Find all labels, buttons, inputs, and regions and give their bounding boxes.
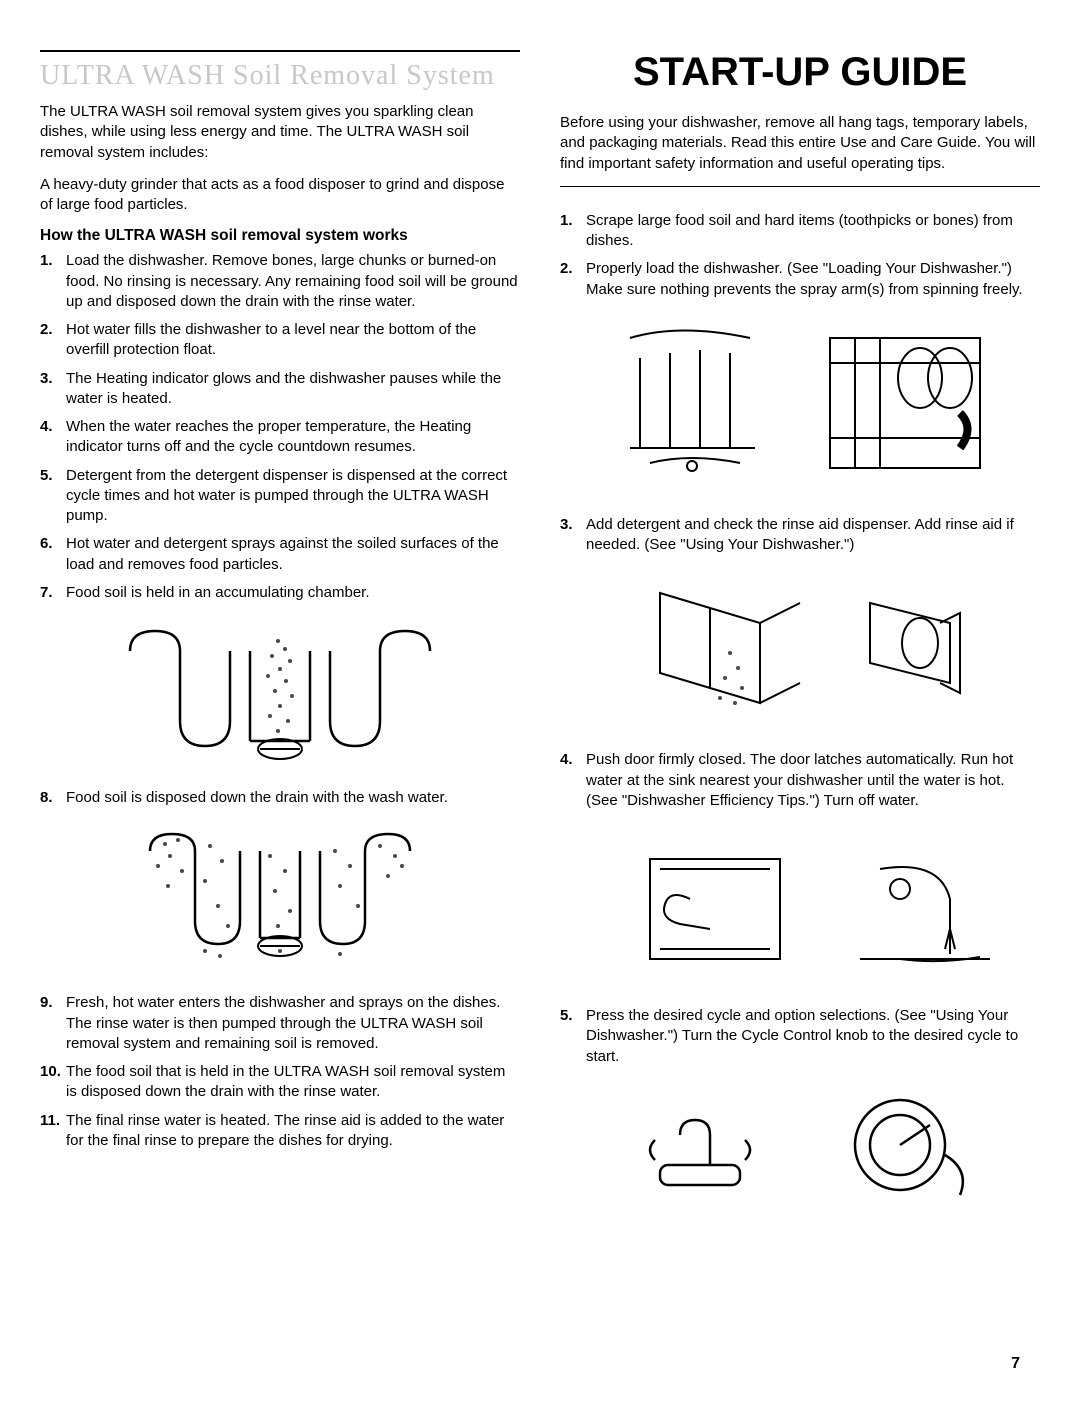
ultra-wash-title: ULTRA WASH Soil Removal System [40, 60, 520, 92]
step-10: The food soil that is held in the ULTRA … [40, 1062, 520, 1103]
startup-step-3: Add detergent and check the rinse aid di… [560, 515, 1040, 556]
step-9: Fresh, hot water enters the dishwasher a… [40, 993, 520, 1054]
ultra-wash-steps-9-11: Fresh, hot water enters the dishwasher a… [40, 993, 520, 1151]
startup-steps: Scrape large food soil and hard items (t… [560, 211, 1040, 300]
intro-paragraph-1: The ULTRA WASH soil removal system gives… [40, 102, 520, 163]
step-11: The final rinse water is heated. The rin… [40, 1111, 520, 1152]
divider-line [560, 186, 1040, 187]
startup-step-4: Push door firmly closed. The door latche… [560, 750, 1040, 811]
loading-diagram [560, 318, 1040, 493]
step-5: Detergent from the detergent dispenser i… [40, 466, 520, 527]
intro-paragraph-2: A heavy-duty grinder that acts as a food… [40, 175, 520, 216]
right-column: START-UP GUIDE Before using your dishwas… [560, 50, 1040, 1242]
soil-accumulate-diagram [40, 621, 520, 766]
startup-step-5: Press the desired cycle and option selec… [560, 1006, 1040, 1067]
ultra-wash-steps-1-7: Load the dishwasher. Remove bones, large… [40, 251, 520, 603]
startup-step-3-list: Add detergent and check the rinse aid di… [560, 515, 1040, 556]
startup-guide-title: START-UP GUIDE [560, 50, 1040, 95]
left-column: ULTRA WASH Soil Removal System The ULTRA… [40, 50, 520, 1242]
step-6: Hot water and detergent sprays against t… [40, 534, 520, 575]
startup-step-1: Scrape large food soil and hard items (t… [560, 211, 1040, 252]
how-it-works-subhead: How the ULTRA WASH soil removal system w… [40, 227, 520, 245]
detergent-diagram [560, 573, 1040, 728]
startup-step-4-list: Push door firmly closed. The door latche… [560, 750, 1040, 811]
soil-dispose-diagram [40, 826, 520, 971]
step-1: Load the dishwasher. Remove bones, large… [40, 251, 520, 312]
step-8: Food soil is disposed down the drain wit… [40, 788, 520, 808]
step-2: Hot water fills the dishwasher to a leve… [40, 320, 520, 361]
startup-step-2: Properly load the dishwasher. (See "Load… [560, 259, 1040, 300]
door-faucet-diagram [560, 829, 1040, 984]
ultra-wash-step-8: Food soil is disposed down the drain wit… [40, 788, 520, 808]
startup-intro: Before using your dishwasher, remove all… [560, 113, 1040, 174]
step-3: The Heating indicator glows and the dish… [40, 369, 520, 410]
controls-diagram [560, 1085, 1040, 1220]
startup-step-5-list: Press the desired cycle and option selec… [560, 1006, 1040, 1067]
page-number: 7 [1011, 1355, 1020, 1373]
step-7: Food soil is held in an accumulating cha… [40, 583, 520, 603]
step-4: When the water reaches the proper temper… [40, 417, 520, 458]
